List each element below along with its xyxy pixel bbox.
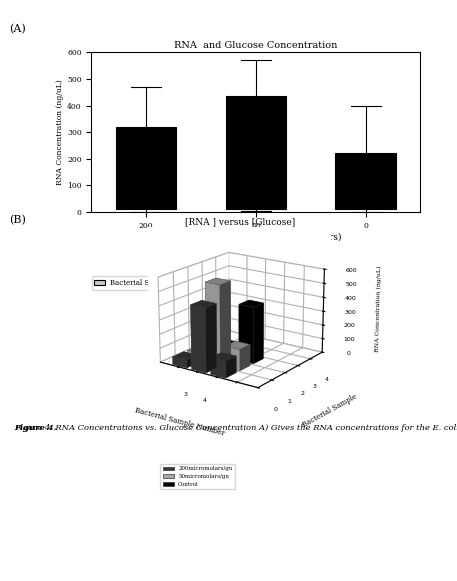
Text: (B): (B) bbox=[9, 216, 26, 225]
Title: [RNA ] versus [Glucose]: [RNA ] versus [Glucose] bbox=[185, 218, 295, 227]
Legend: Bacterial Samples (n=12): Bacterial Samples (n=12) bbox=[91, 276, 205, 290]
Text: Figure 4. RNA Concentrations vs. Glucose Concentration A) Gives the RNA concentr: Figure 4. RNA Concentrations vs. Glucose… bbox=[14, 424, 457, 432]
X-axis label: Bacterial Sample Number: Bacterial Sample Number bbox=[133, 406, 225, 437]
PathPatch shape bbox=[116, 127, 176, 209]
Text: Figure 4.: Figure 4. bbox=[14, 424, 56, 432]
X-axis label: Glucose concentration (micromolars): Glucose concentration (micromolars) bbox=[170, 232, 342, 242]
Title: RNA  and Glucose Concentration: RNA and Glucose Concentration bbox=[174, 41, 338, 50]
PathPatch shape bbox=[226, 96, 286, 209]
Text: (A): (A) bbox=[9, 24, 26, 34]
Legend: 200micromolars/gu, 50micromolars/gu, Control: 200micromolars/gu, 50micromolars/gu, Con… bbox=[160, 464, 235, 489]
Y-axis label: Bacterial Sample: Bacterial Sample bbox=[302, 393, 359, 429]
PathPatch shape bbox=[335, 153, 396, 209]
Y-axis label: RNA Concentration (ng/uL): RNA Concentration (ng/uL) bbox=[56, 79, 64, 185]
